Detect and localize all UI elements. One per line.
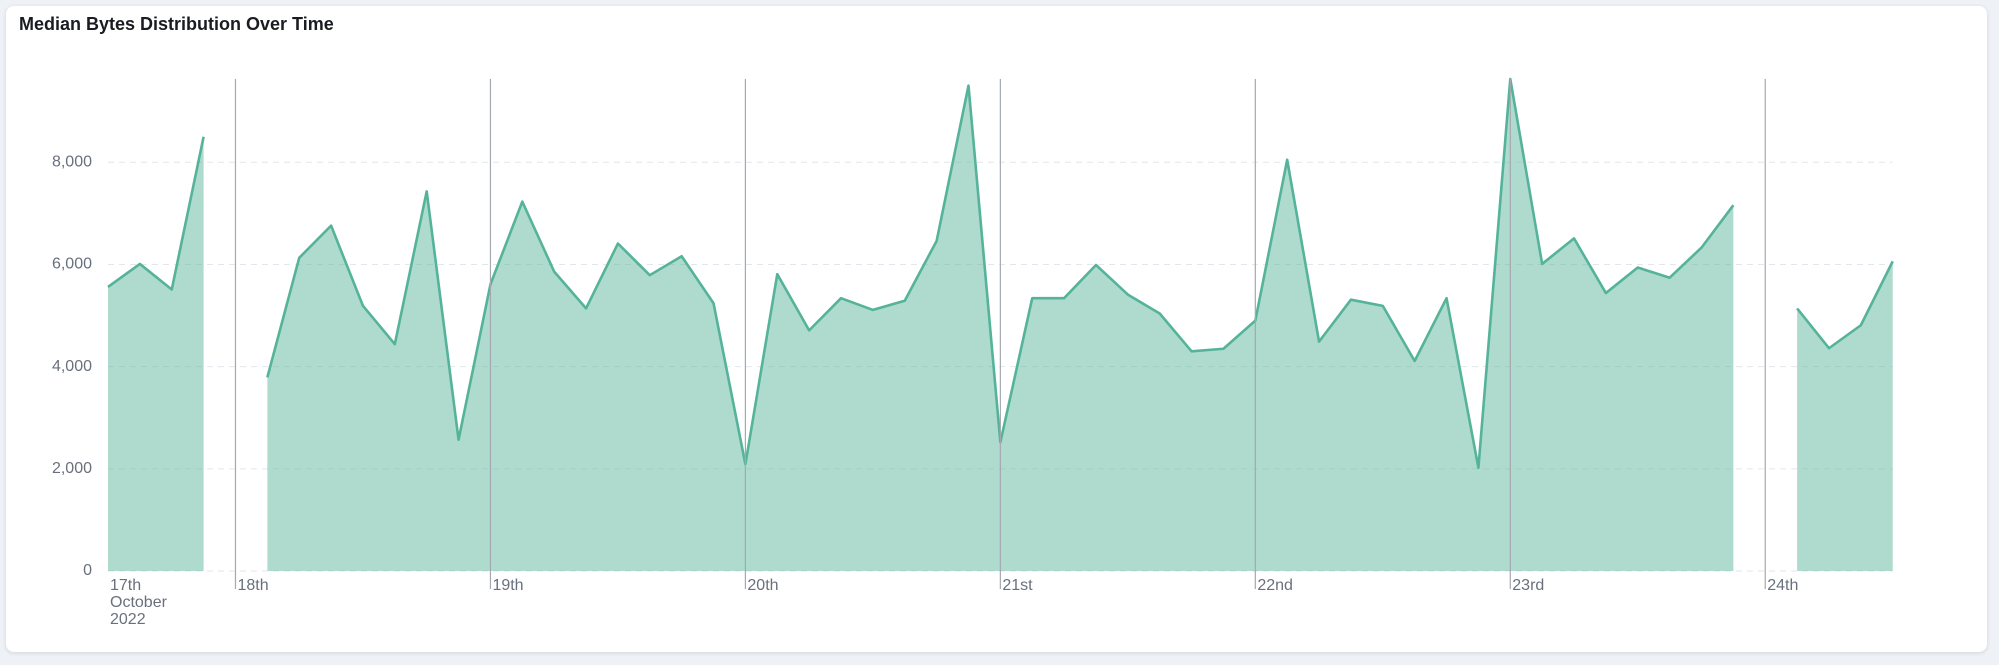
- x-tick-label: 24th: [1767, 577, 1799, 594]
- x-tick-label: 21st: [1002, 577, 1033, 594]
- panel: [6, 6, 1987, 652]
- x-tick-holder: 19th: [492, 577, 524, 594]
- x-tick-label: 18th: [237, 577, 269, 594]
- area-fill: [108, 79, 1893, 571]
- y-tick-label: 2,000: [52, 460, 92, 477]
- x-tick-label: 19th: [492, 577, 524, 594]
- y-tick-label: 0: [83, 562, 92, 579]
- x-tick-label: 17th October 2022: [110, 577, 167, 628]
- x-tick-label: 23rd: [1512, 577, 1545, 594]
- y-tick-label: 4,000: [52, 358, 92, 375]
- x-tick-holder: 17th October 2022: [110, 577, 167, 628]
- y-tick-label: 8,000: [52, 153, 92, 170]
- x-tick-holder: 24th: [1767, 577, 1799, 594]
- x-tick-holder: 21st: [1002, 577, 1033, 594]
- x-tick-holder: 18th: [237, 577, 269, 594]
- x-tick-holder: 23rd: [1512, 577, 1545, 594]
- chart-title: Median Bytes Distribution Over Time: [19, 14, 334, 34]
- x-tick-label: 20th: [747, 577, 779, 594]
- x-tick-label: 22nd: [1257, 577, 1293, 594]
- x-tick-holder: 20th: [747, 577, 779, 594]
- y-tick-label: 6,000: [52, 256, 92, 273]
- x-tick-holder: 22nd: [1257, 577, 1293, 594]
